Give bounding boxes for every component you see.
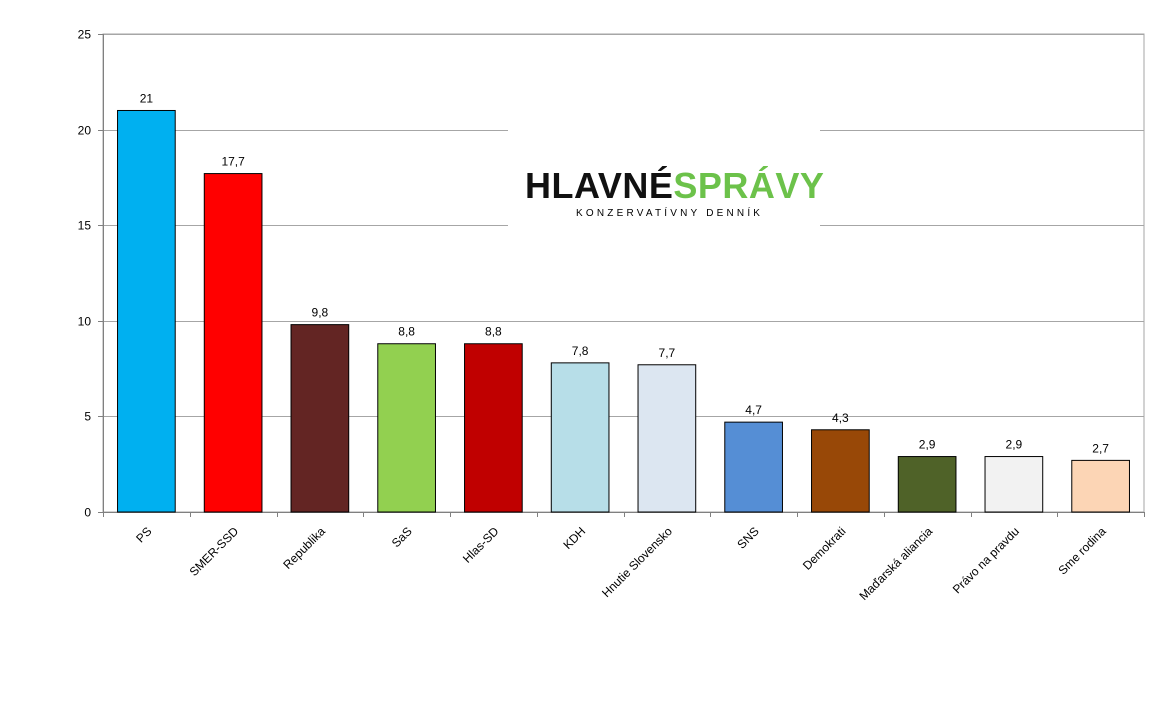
y-tick-label: 0 (84, 506, 91, 520)
x-tick-label: Hlas-SD (460, 524, 502, 566)
data-label: 2,7 (1092, 441, 1109, 455)
x-tick-label: Republika (280, 524, 328, 572)
bar (550, 362, 610, 513)
watermark-title-black: HLAVNÉ (525, 165, 673, 206)
bar (290, 324, 350, 513)
bar (637, 364, 697, 513)
x-tick-label: Maďarská aliancia (856, 524, 935, 603)
watermark-title-green: SPRÁVY (673, 165, 824, 206)
x-tick-label: KDH (560, 524, 588, 552)
x-tick-label: SaS (389, 524, 415, 550)
y-tick-label: 25 (78, 28, 92, 42)
data-label: 2,9 (1006, 438, 1023, 452)
x-tick-label: Právo na pravdu (950, 524, 1022, 596)
data-label: 2,9 (919, 438, 936, 452)
watermark-subtitle: KONZERVATÍVNY DENNÍK (576, 206, 763, 219)
bar (984, 456, 1044, 513)
bar (724, 421, 783, 513)
x-tick-label: SNS (734, 524, 761, 551)
y-tick-label: 5 (84, 410, 91, 424)
y-tick-label: 10 (78, 315, 92, 329)
x-tick-label: Sme rodina (1055, 524, 1109, 578)
x-tick-label: PS (133, 524, 154, 545)
watermark-title: HLAVNÉSPRÁVY (525, 165, 824, 206)
y-tick-label: 15 (78, 219, 92, 233)
x-tick-label: SMER-SSD (187, 524, 242, 579)
axes (98, 34, 1145, 517)
x-tick-label: Demokrati (800, 524, 849, 573)
bar (897, 456, 957, 513)
watermark-logo: HLAVNÉSPRÁVY KONZERVATÍVNY DENNÍK (508, 128, 824, 268)
watermark-background (508, 128, 820, 268)
bar (464, 343, 523, 513)
data-label: 17,7 (221, 155, 245, 169)
data-label: 8,8 (398, 325, 415, 339)
x-tick-label: Hnutie Slovensko (599, 524, 675, 600)
bars (117, 109, 1130, 513)
data-label: 4,3 (832, 411, 849, 425)
data-label: 4,7 (745, 403, 762, 417)
bar (117, 109, 176, 513)
data-label: 21 (140, 91, 154, 105)
data-label: 7,7 (659, 346, 676, 360)
bar (811, 429, 870, 513)
bar (203, 173, 263, 513)
y-tick-label: 20 (78, 124, 92, 138)
data-label: 8,8 (485, 325, 502, 339)
data-label: 7,8 (572, 344, 589, 358)
bar (1071, 459, 1130, 513)
bar (377, 343, 436, 513)
data-label: 9,8 (312, 306, 329, 320)
